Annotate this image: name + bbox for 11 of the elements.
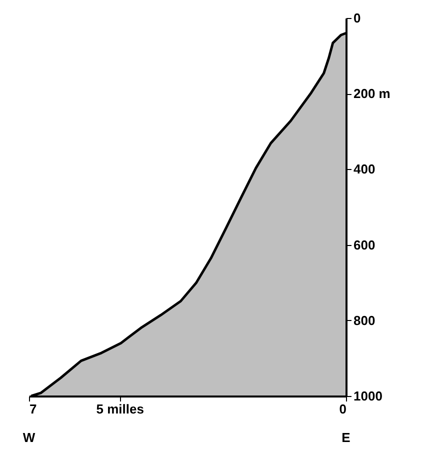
x-tick-label: 7 [30,402,37,416]
x-tick-label: 0 [339,402,346,416]
y-tick-label: 0 [354,10,361,26]
y-tick-label: 600 [354,237,376,252]
y-tick-label: 200 m [354,86,390,102]
x-tick-label: 5 milles [96,402,144,416]
text: E [342,430,351,445]
text: W [22,430,36,445]
y-tick-label: 400 [354,162,376,177]
y-tick-label: 800 [354,312,376,328]
y-tick-label: 1000 [354,388,382,404]
